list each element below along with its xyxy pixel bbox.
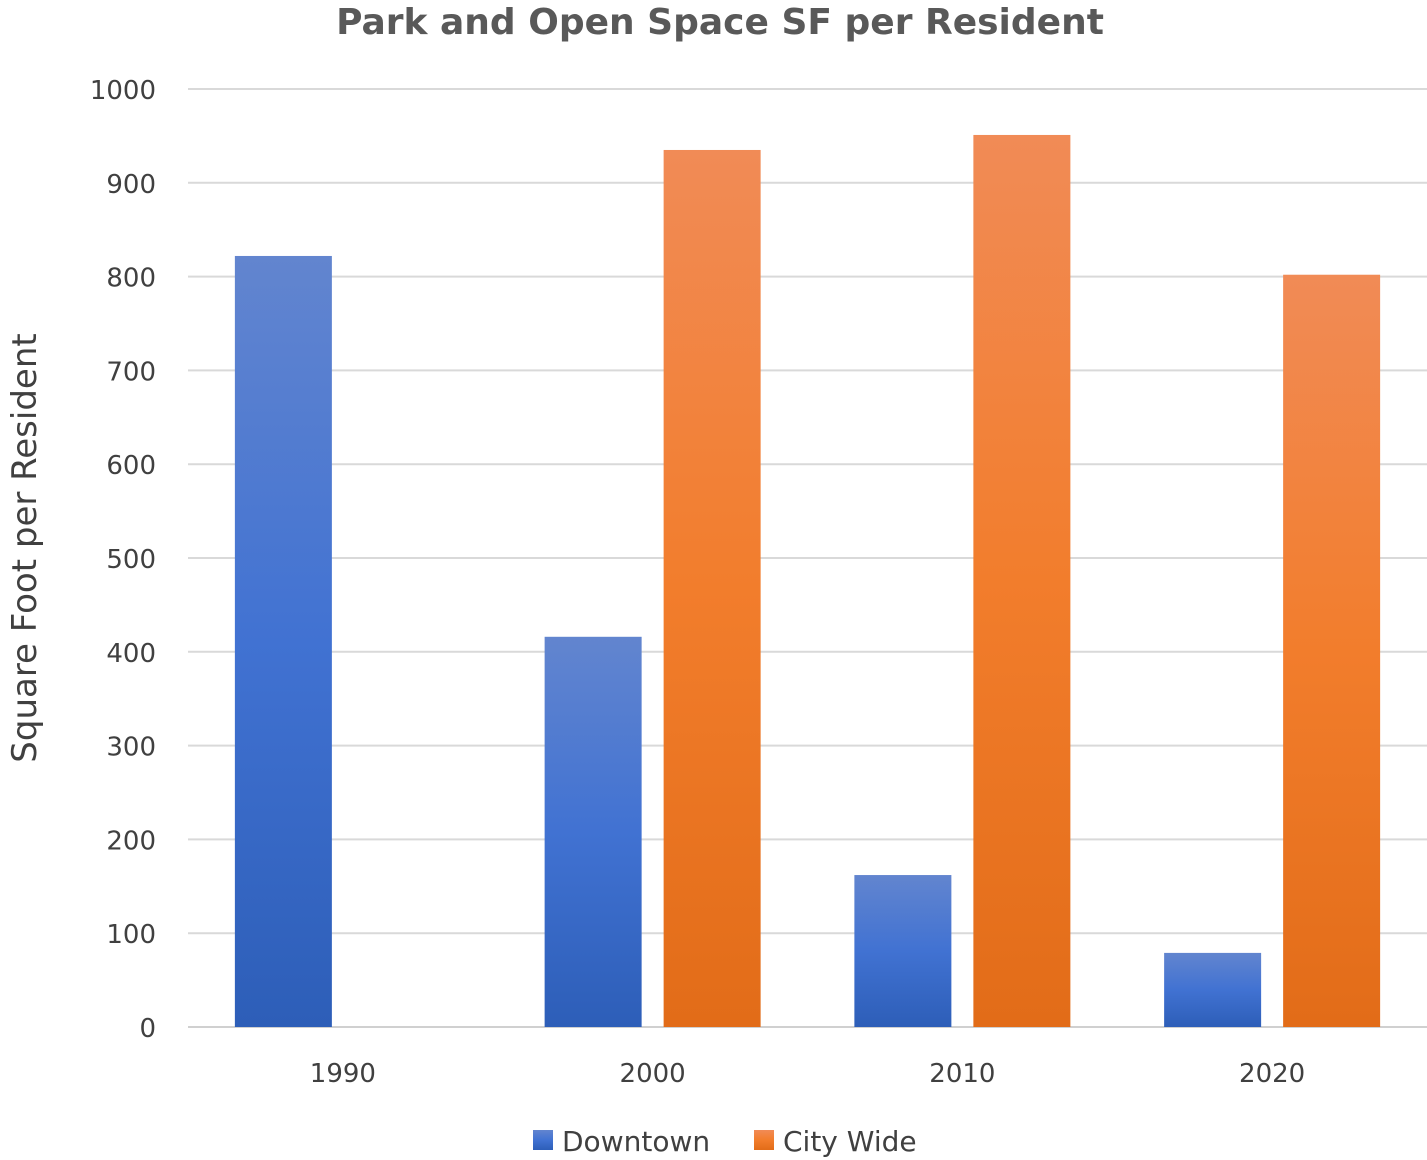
bar-downtown-2000 (544, 636, 642, 1027)
y-tick-label: 700 (106, 357, 156, 387)
x-tick-label: 2020 (1239, 1059, 1305, 1089)
y-axis-ticks: 0 100 200 300 400 500 600 700 800 900 1000 (90, 76, 156, 1044)
x-tick-label: 2000 (620, 1059, 686, 1089)
y-tick-label: 800 (106, 264, 156, 294)
bar-city-wide-2020 (1283, 274, 1381, 1027)
legend-swatch-downtown (533, 1130, 553, 1150)
y-tick-label: 600 (106, 451, 156, 481)
legend-label-downtown: Downtown (562, 1125, 710, 1158)
x-tick-label: 1990 (310, 1059, 376, 1089)
x-axis-ticks: 1990 2000 2010 2020 (310, 1059, 1305, 1089)
y-tick-label: 400 (106, 639, 156, 669)
y-tick-label: 0 (139, 1014, 156, 1044)
legend: Downtown City Wide (533, 1125, 917, 1158)
y-tick-label: 100 (106, 920, 156, 950)
legend-swatch-city-wide (754, 1130, 774, 1150)
y-tick-label: 900 (106, 170, 156, 200)
gridlines (188, 88, 1427, 1028)
y-tick-label: 500 (106, 545, 156, 575)
chart-title: Park and Open Space SF per Resident (336, 2, 1104, 43)
bar-downtown-2010 (854, 875, 952, 1027)
bars (234, 134, 1381, 1028)
y-tick-label: 200 (106, 826, 156, 856)
legend-label-city-wide: City Wide (783, 1125, 917, 1158)
bar-downtown-1990 (234, 255, 332, 1028)
y-tick-label: 1000 (90, 76, 156, 106)
bar-city-wide-2010 (973, 134, 1071, 1027)
y-axis-title: Square Foot per Resident (5, 333, 45, 762)
y-tick-label: 300 (106, 733, 156, 763)
bar-downtown-2020 (1164, 952, 1262, 1027)
bar-city-wide-2000 (663, 149, 761, 1028)
x-tick-label: 2010 (929, 1059, 995, 1089)
